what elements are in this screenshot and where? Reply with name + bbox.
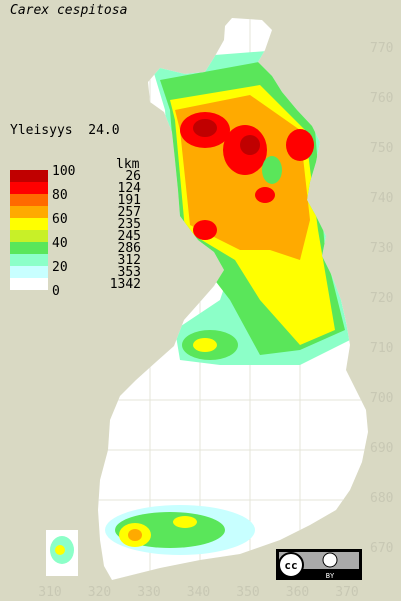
northing-label: 690	[370, 441, 393, 456]
legend-count: 286	[118, 241, 141, 256]
legend-scale-label: 60	[52, 212, 68, 227]
legend-count: 257	[118, 205, 141, 220]
easting-label: 370	[335, 585, 358, 600]
legend-scale-label: 100	[52, 164, 75, 179]
legend-scale-label: 0	[52, 284, 60, 299]
easting-label: 360	[286, 585, 309, 600]
distribution-zone	[193, 220, 217, 240]
legend-scale-label: 40	[52, 236, 68, 251]
legend-count: 1342	[110, 277, 141, 292]
legend-swatch	[10, 170, 48, 182]
easting-label: 310	[38, 585, 61, 600]
distribution-zone	[193, 119, 217, 137]
distribution-zone	[193, 338, 217, 352]
legend-swatch	[10, 206, 48, 218]
northing-label: 740	[370, 191, 393, 206]
legend-count: 353	[118, 265, 141, 280]
northing-label: 680	[370, 491, 393, 506]
by-text: BY	[326, 572, 335, 580]
count-header: lkm	[116, 157, 140, 172]
distribution-zone	[286, 129, 314, 161]
distribution-zone	[262, 156, 282, 184]
legend-swatch	[10, 194, 48, 206]
legend-swatch	[10, 278, 48, 290]
legend-swatch	[10, 182, 48, 194]
cc-icon	[278, 552, 304, 578]
distribution-zone	[55, 545, 65, 555]
easting-label: 330	[137, 585, 160, 600]
distribution-zone	[255, 187, 275, 203]
northing-label: 760	[370, 91, 393, 106]
northing-label: 670	[370, 541, 393, 556]
distribution-zone	[240, 135, 260, 155]
easting-label: 350	[236, 585, 259, 600]
northing-label: 710	[370, 341, 393, 356]
legend-count: 26	[125, 169, 141, 184]
northing-label: 700	[370, 391, 393, 406]
northing-label: 750	[370, 141, 393, 156]
distribution-zone	[173, 516, 197, 528]
legend-count: 124	[118, 181, 142, 196]
legend-count: 191	[118, 193, 141, 208]
legend-count: 245	[118, 229, 141, 244]
northing-label: 720	[370, 291, 393, 306]
legend-scale-label: 20	[52, 260, 68, 275]
legend-swatch	[10, 230, 48, 242]
title: Carex cespitosa	[10, 3, 127, 18]
legend-count: 235	[118, 217, 141, 232]
northing-label: 730	[370, 241, 393, 256]
legend-swatch	[10, 266, 48, 278]
legend-swatch	[10, 218, 48, 230]
license-badge[interactable]: cc BY	[276, 549, 362, 580]
distribution-zone	[128, 529, 142, 541]
legend-swatch	[10, 242, 48, 254]
easting-label: 320	[88, 585, 111, 600]
northing-label: 770	[370, 41, 393, 56]
cc-text: cc	[284, 559, 297, 572]
by-icon	[322, 552, 338, 568]
legend-count: 312	[118, 253, 141, 268]
legend-swatch	[10, 254, 48, 266]
frequency: Yleisyys 24.0	[10, 123, 120, 138]
legend-scale-label: 80	[52, 188, 68, 203]
coordinate-labels: 770 760 750 740 730 720 710 700 690 680 670 310 320 3…	[38, 41, 393, 600]
easting-label: 340	[187, 585, 210, 600]
